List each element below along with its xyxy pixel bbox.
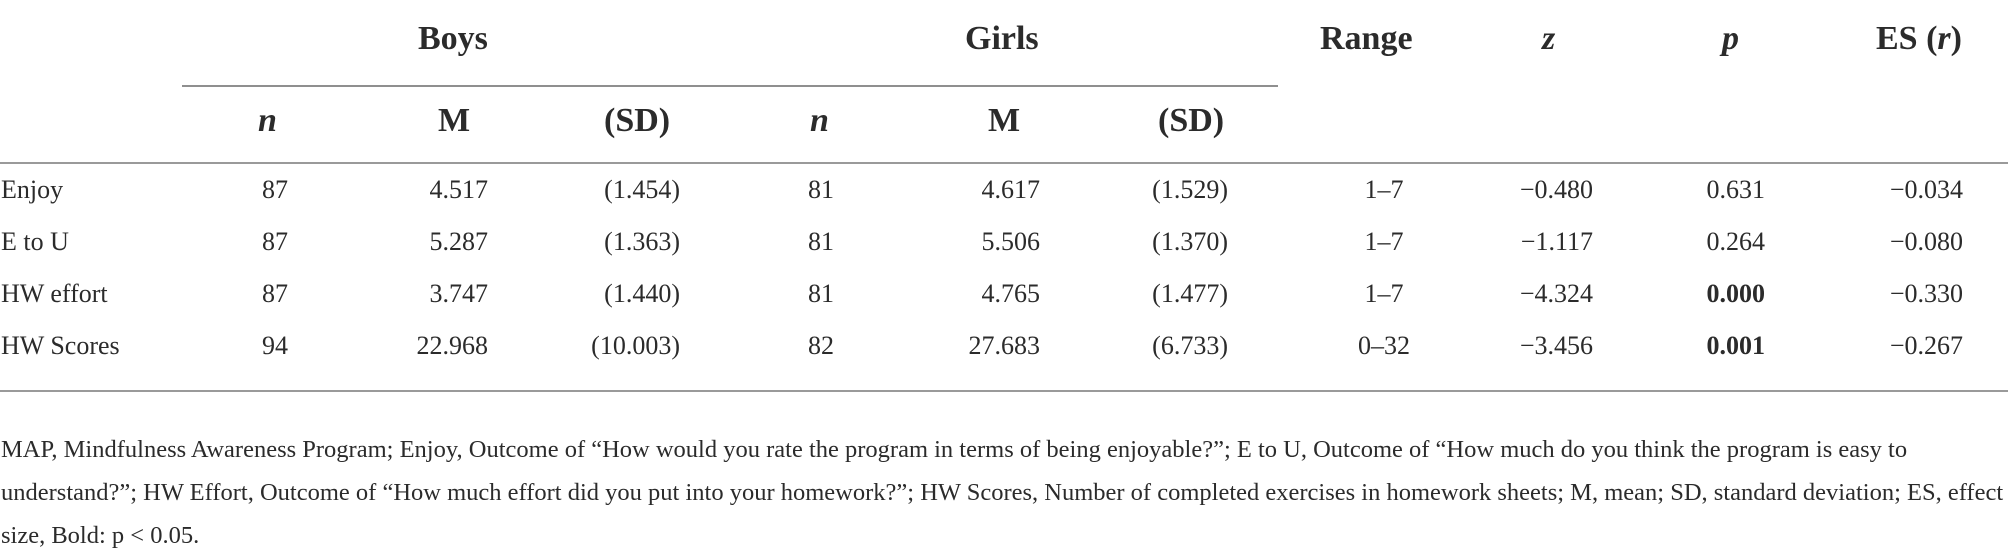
boys-sd: (1.454): [604, 175, 680, 204]
girls-sd: (1.529): [1152, 175, 1228, 204]
girls-m: 4.765: [981, 279, 1041, 308]
row-label: E to U: [1, 227, 69, 256]
boys-m: 4.517: [429, 175, 489, 204]
row-label: HW effort: [1, 279, 108, 308]
subheader-boys-n: n: [258, 102, 277, 139]
girls-n: 81: [808, 227, 834, 256]
row-label: Enjoy: [1, 175, 64, 204]
header-es-prefix: ES (: [1876, 20, 1938, 57]
subheader-girls-sd: (SD): [1158, 102, 1225, 139]
header-es: ES (r): [1876, 22, 1962, 56]
header-rule: [0, 162, 2008, 164]
range: 1–7: [1364, 175, 1404, 204]
boys-n: 94: [262, 331, 288, 360]
header-girls: Girls: [965, 20, 1039, 57]
boys-underline: [182, 85, 730, 87]
range: 1–7: [1364, 279, 1404, 308]
girls-m: 27.683: [968, 331, 1041, 360]
boys-n: 87: [262, 227, 288, 256]
range: 0–32: [1358, 331, 1410, 360]
girls-m: 4.617: [981, 175, 1041, 204]
z-value: −0.480: [1519, 175, 1593, 204]
p-value: 0.631: [1706, 175, 1766, 204]
es-value: −0.034: [1889, 175, 1963, 204]
z-value: −3.456: [1519, 331, 1593, 360]
p-value: 0.001: [1706, 331, 1766, 360]
boys-m: 22.968: [416, 331, 489, 360]
girls-n: 82: [808, 331, 834, 360]
es-value: −0.330: [1889, 279, 1963, 308]
header-boys: Boys: [418, 20, 488, 57]
row-label: HW Scores: [1, 331, 120, 360]
subheader-girls-m: M: [988, 102, 1021, 139]
girls-underline: [730, 85, 1278, 87]
header-es-suffix: ): [1950, 20, 1962, 57]
girls-sd: (1.370): [1152, 227, 1228, 256]
z-value: −1.117: [1520, 227, 1593, 256]
es-value: −0.267: [1889, 331, 1963, 360]
subheader-boys-sd: (SD): [604, 102, 671, 139]
range: 1–7: [1364, 227, 1404, 256]
girls-n: 81: [808, 279, 834, 308]
subheader-girls-n: n: [810, 102, 829, 139]
boys-n: 87: [262, 279, 288, 308]
girls-sd: (1.477): [1152, 279, 1228, 308]
header-range: Range: [1320, 20, 1413, 57]
boys-m: 3.747: [429, 279, 489, 308]
header-p: p: [1722, 20, 1739, 57]
header-es-var: r: [1937, 20, 1951, 57]
boys-sd: (1.363): [604, 227, 680, 256]
boys-m: 5.287: [429, 227, 489, 256]
subheader-boys-m: M: [438, 102, 471, 139]
table-bottom-rule: [0, 390, 2008, 392]
es-value: −0.080: [1889, 227, 1963, 256]
boys-sd: (1.440): [604, 279, 680, 308]
boys-n: 87: [262, 175, 288, 204]
z-value: −4.324: [1519, 279, 1593, 308]
header-z: z: [1542, 20, 1556, 57]
p-value: 0.264: [1706, 227, 1766, 256]
table-footnote: MAP, Mindfulness Awareness Program; Enjo…: [1, 436, 2004, 549]
girls-m: 5.506: [981, 227, 1041, 256]
girls-n: 81: [808, 175, 834, 204]
boys-sd: (10.003): [591, 331, 680, 360]
p-value: 0.000: [1706, 279, 1766, 308]
girls-sd: (6.733): [1152, 331, 1228, 360]
